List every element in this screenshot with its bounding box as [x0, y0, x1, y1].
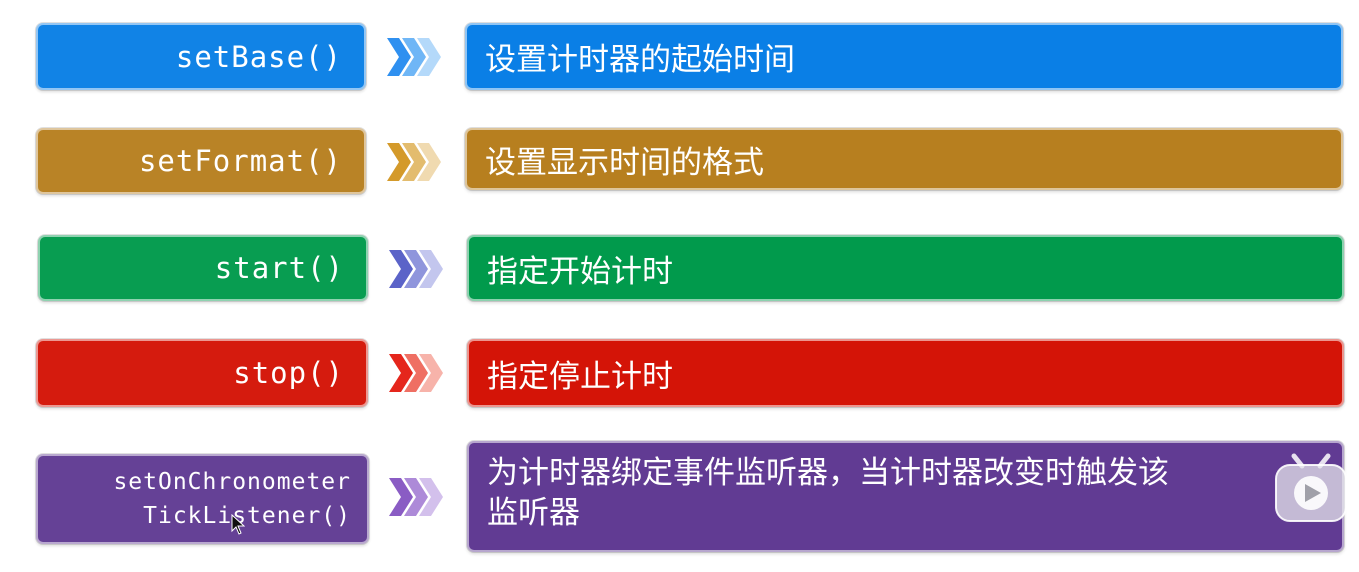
chevron-icon: [389, 250, 413, 288]
chevron-icon: [389, 354, 413, 392]
method-name-line-2: TickListener(): [143, 503, 351, 529]
chevron-icon: [404, 354, 428, 392]
description-box-start: 指定开始计时: [467, 235, 1344, 301]
method-description-line-1: 为计时器绑定事件监听器，当计时器改变时触发该: [487, 455, 1169, 491]
chevron-arrows-icon: [387, 38, 441, 76]
chevron-icon: [419, 478, 443, 516]
chevron-arrows-icon: [389, 250, 443, 288]
chevron-icon: [419, 250, 443, 288]
method-description: 指定停止计时: [487, 358, 673, 395]
bilibili-play-icon: [1275, 453, 1347, 522]
method-description: 设置计时器的起始时间: [485, 42, 795, 78]
chevron-icon: [387, 143, 411, 181]
description-box-setonchronometerticklistener: 为计时器绑定事件监听器，当计时器改变时触发该 监听器: [467, 441, 1344, 552]
method-description: 指定开始计时: [487, 253, 673, 290]
description-box-setbase: 设置计时器的起始时间: [465, 23, 1343, 90]
method-name: setBase(): [175, 39, 342, 74]
chevron-icon: [417, 143, 441, 181]
chevron-icon: [419, 354, 443, 392]
chevron-arrows-icon: [389, 354, 443, 392]
method-box-start: start(): [38, 235, 368, 301]
method-description-line-2: 监听器: [487, 495, 580, 531]
chevron-icon: [417, 38, 441, 76]
chevron-arrows-icon: [387, 143, 441, 181]
chevron-icon: [402, 38, 426, 76]
chevron-arrows-icon: [389, 478, 443, 516]
chevron-icon: [387, 38, 411, 76]
method-box-stop: stop(): [36, 339, 368, 407]
method-box-setbase: setBase(): [36, 23, 366, 90]
description-box-setformat: 设置显示时间的格式: [465, 128, 1343, 190]
chevron-icon: [402, 143, 426, 181]
method-box-setonchronometerticklistener: setOnChronometer TickListener(): [36, 454, 369, 544]
method-description: 设置显示时间的格式: [485, 144, 764, 181]
description-box-stop: 指定停止计时: [467, 339, 1344, 407]
mouse-pointer-icon: [231, 514, 245, 535]
method-box-setformat: setFormat(): [36, 128, 366, 194]
chevron-icon: [404, 250, 428, 288]
method-name: setFormat(): [138, 144, 342, 178]
method-name: start(): [214, 251, 344, 285]
chevron-icon: [404, 478, 428, 516]
method-name-line-1: setOnChronometer: [113, 469, 351, 495]
chevron-icon: [389, 478, 413, 516]
method-name: stop(): [233, 356, 344, 390]
